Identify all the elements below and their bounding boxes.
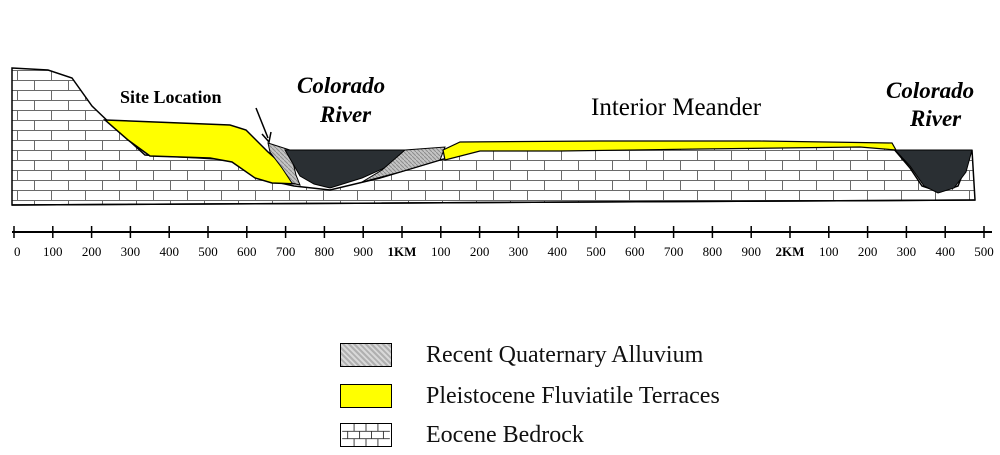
scale-tick-label: 100	[431, 244, 451, 259]
scale-tick-label: 1KM	[388, 244, 417, 259]
alluvium-right-bank	[361, 146, 446, 183]
bedrock-swatch	[340, 423, 392, 447]
scale-tick-label: 600	[237, 244, 257, 259]
scale-tick-label: 700	[276, 244, 296, 259]
label-interior-meander: Interior Meander	[591, 94, 762, 121]
scale-tick-label: 500	[198, 244, 218, 259]
terrace-interior-meander	[442, 140, 898, 161]
scale-tick-label: 900	[353, 244, 373, 259]
scale-tick-label: 400	[547, 244, 567, 259]
river-right	[893, 149, 973, 194]
scale-tick-label: 300	[121, 244, 141, 259]
section-base-line	[11, 199, 976, 206]
legend-row-alluvium: Recent Quaternary Alluvium	[340, 340, 703, 370]
label-site-location: Site Location	[120, 87, 222, 107]
scale-tick-label: 800	[703, 244, 723, 259]
scale-tick-label: 700	[664, 244, 684, 259]
alluvium-swatch	[340, 343, 392, 367]
scale-tick-label: 200	[470, 244, 490, 259]
legend-row-bedrock: Eocene Bedrock	[340, 420, 584, 450]
scale-tick-label: 400	[159, 244, 179, 259]
label-river-left-2: River	[319, 102, 372, 127]
arrow-head	[261, 131, 272, 144]
scale-tick-label: 0	[14, 244, 21, 259]
scale-tick-label: 400	[935, 244, 955, 259]
label-river-right-1: Colorado	[886, 78, 974, 103]
scale-tick-label: 600	[625, 244, 645, 259]
terrace-left	[102, 119, 300, 185]
legend-row-terrace: Pleistocene Fluviatile Terraces	[340, 381, 720, 411]
scale-tick-label: 300	[897, 244, 917, 259]
legend-label-alluvium: Recent Quaternary Alluvium	[426, 341, 704, 368]
scale-tick-label: 2KM	[776, 244, 805, 259]
scale-tick-label: 500	[586, 244, 606, 259]
legend-label-terrace: Pleistocene Fluviatile Terraces	[426, 382, 720, 409]
scale-tick-label: 200	[82, 244, 102, 259]
label-river-left-1: Colorado	[297, 73, 385, 98]
scale-tick-label: 900	[741, 244, 761, 259]
scale-tick-label: 800	[315, 244, 335, 259]
terrace-swatch	[340, 384, 392, 408]
scale-tick-label: 300	[509, 244, 529, 259]
scale-tick-label: 100	[819, 244, 839, 259]
label-river-right-2: River	[909, 106, 962, 131]
scale-tick-label: 100	[43, 244, 63, 259]
scale-ticks: 0 100 200 300 400 500 600 700 800 900 1KM 100 200 300…	[13, 226, 994, 259]
scale-tick-label: 200	[858, 244, 878, 259]
legend-label-bedrock: Eocene Bedrock	[426, 421, 584, 448]
site-location-arrow	[255, 107, 269, 139]
scale-tick-label: 500	[974, 244, 994, 259]
